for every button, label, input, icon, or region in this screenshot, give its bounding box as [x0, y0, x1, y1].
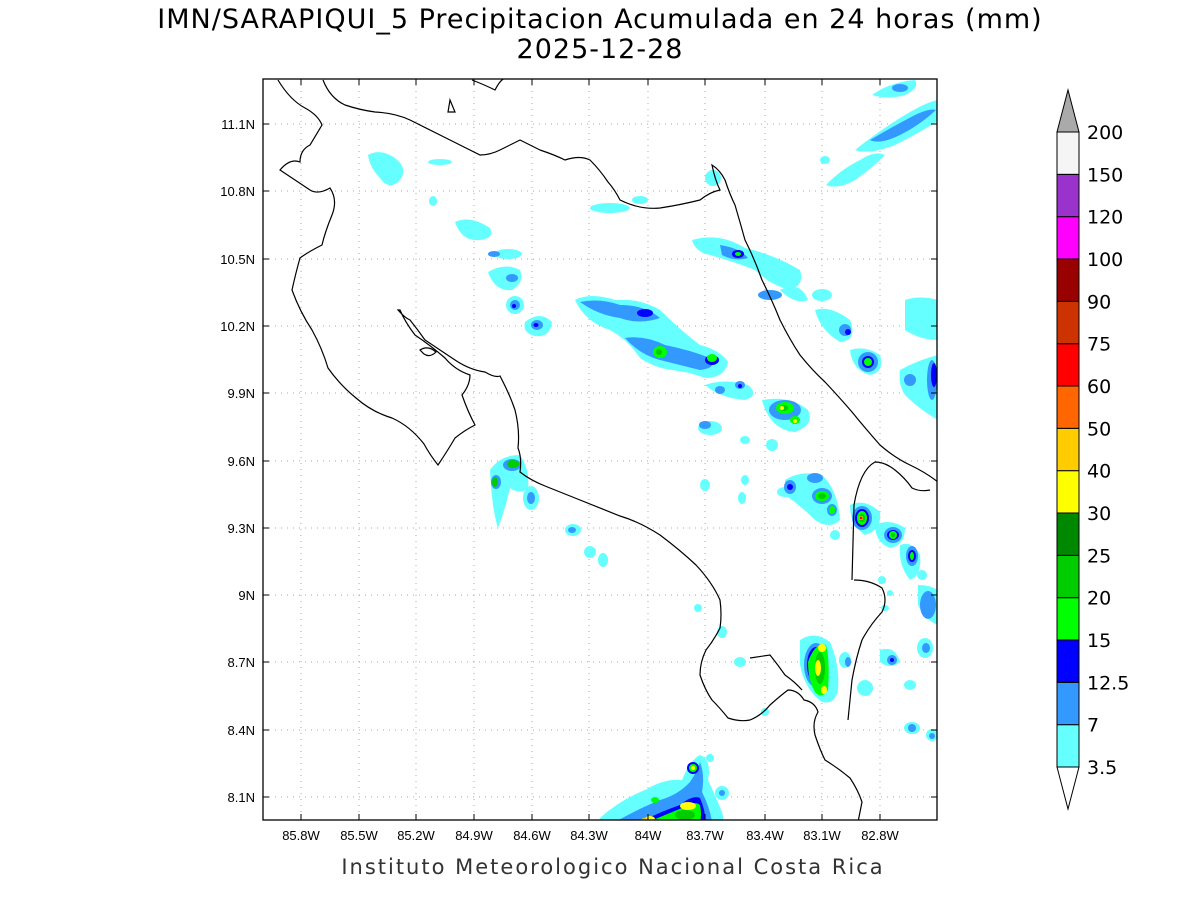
colorbar-label: 7 [1087, 715, 1099, 737]
lon-tick-label: 83.1W [803, 828, 841, 843]
colorbar-segment [1056, 216, 1080, 260]
colorbar-label: 60 [1087, 376, 1111, 398]
colorbar-segment [1056, 639, 1080, 683]
rain-cell [492, 460, 519, 487]
lon-tick-label: 84.9W [455, 828, 493, 843]
colorbar-segment [1056, 385, 1080, 429]
colorbar-label: 25 [1087, 545, 1111, 567]
lat-tick-label: 10.8N [220, 184, 255, 199]
lat-tick-label: 9N [238, 588, 255, 603]
lon-tick-label: 85.8W [282, 828, 320, 843]
colorbar-label: 75 [1087, 334, 1111, 356]
colorbar-label: 150 [1087, 164, 1123, 186]
colorbar-label: 40 [1087, 461, 1111, 483]
colorbar-label: 20 [1087, 588, 1111, 610]
colorbar: 3.5 7 12.5 15 20 25 30 40 50 60 75 90 100 120 150 200 [1056, 88, 1129, 811]
colorbar-label: 30 [1087, 503, 1111, 525]
latitude-axis: 11.1N 10.8N 10.5N 10.2N 9.9N 9.6N 9.3N 9N 8.7N 8.… [220, 117, 937, 805]
rain-cell [490, 455, 727, 638]
rain-cell [368, 152, 721, 337]
lat-tick-label: 8.7N [228, 655, 255, 670]
colorbar-segment [1056, 724, 1080, 768]
colorbar-segment [1056, 131, 1080, 175]
colorbar-label: 100 [1087, 249, 1123, 271]
colorbar-label: 12.5 [1087, 672, 1129, 694]
lat-tick-label: 10.2N [220, 319, 255, 334]
colorbar-segment [1056, 512, 1080, 556]
colorbar-under-triangle [1056, 766, 1080, 811]
colorbar-label: 90 [1087, 291, 1111, 313]
coastline [277, 79, 937, 820]
map-title: IMN/SARAPIQUI_5 Precipitacion Acumulada … [157, 4, 1043, 35]
lat-tick-label: 9.9N [228, 386, 255, 401]
colorbar-over-triangle [1056, 88, 1080, 133]
map-date: 2025-12-28 [516, 34, 684, 65]
colorbar-segment [1056, 300, 1080, 345]
rain-cell [859, 516, 863, 520]
lat-tick-label: 9.6N [228, 454, 255, 469]
longitude-axis: 85.8W 85.5W 85.2W 84.9W 84.6W 84.3W 84W 83.7W 83… [282, 79, 900, 843]
colorbar-label: 3.5 [1087, 757, 1117, 779]
rain-cell [645, 766, 696, 820]
colorbar-segment [1056, 554, 1080, 599]
lon-tick-label: 85.5W [340, 828, 378, 843]
colorbar-segment [1056, 173, 1080, 218]
precipitation-field [368, 80, 937, 820]
rain-cell [734, 297, 937, 741]
rain-cell [815, 516, 863, 694]
colorbar-segment [1056, 597, 1080, 641]
lon-tick-label: 84.3W [570, 828, 608, 843]
rain-band [575, 80, 937, 504]
colorbar-label: 200 [1087, 122, 1123, 144]
lat-tick-label: 11.1N [221, 117, 255, 132]
lon-tick-label: 83.7W [686, 828, 724, 843]
rain-cell [675, 810, 695, 820]
colorbar-segment [1056, 427, 1080, 472]
lon-tick-label: 84.6W [513, 828, 551, 843]
lat-tick-label: 8.4N [228, 723, 255, 738]
colorbar-segment [1056, 343, 1080, 387]
rain-band [580, 84, 936, 429]
colorbar-label: 120 [1087, 207, 1123, 229]
lon-tick-label: 85.2W [397, 828, 435, 843]
plot-frame [262, 78, 938, 821]
lat-tick-label: 9.3N [228, 521, 255, 536]
colorbar-segment [1056, 681, 1080, 726]
lat-tick-label: 10.5N [220, 252, 255, 267]
colorbar-segment [1056, 470, 1080, 514]
map-grid [263, 79, 937, 820]
lon-tick-label: 83.4W [746, 828, 784, 843]
lon-tick-label: 84W [635, 828, 662, 843]
colorbar-label: 15 [1087, 630, 1111, 652]
colorbar-segment [1056, 258, 1080, 302]
credit-footer: Instituto Meteorologico Nacional Costa R… [341, 855, 885, 879]
lat-tick-label: 8.1N [228, 790, 255, 805]
rain-cell [512, 304, 539, 327]
rain-band [780, 406, 797, 423]
lon-tick-label: 82.8W [861, 828, 899, 843]
colorbar-label: 50 [1087, 418, 1111, 440]
